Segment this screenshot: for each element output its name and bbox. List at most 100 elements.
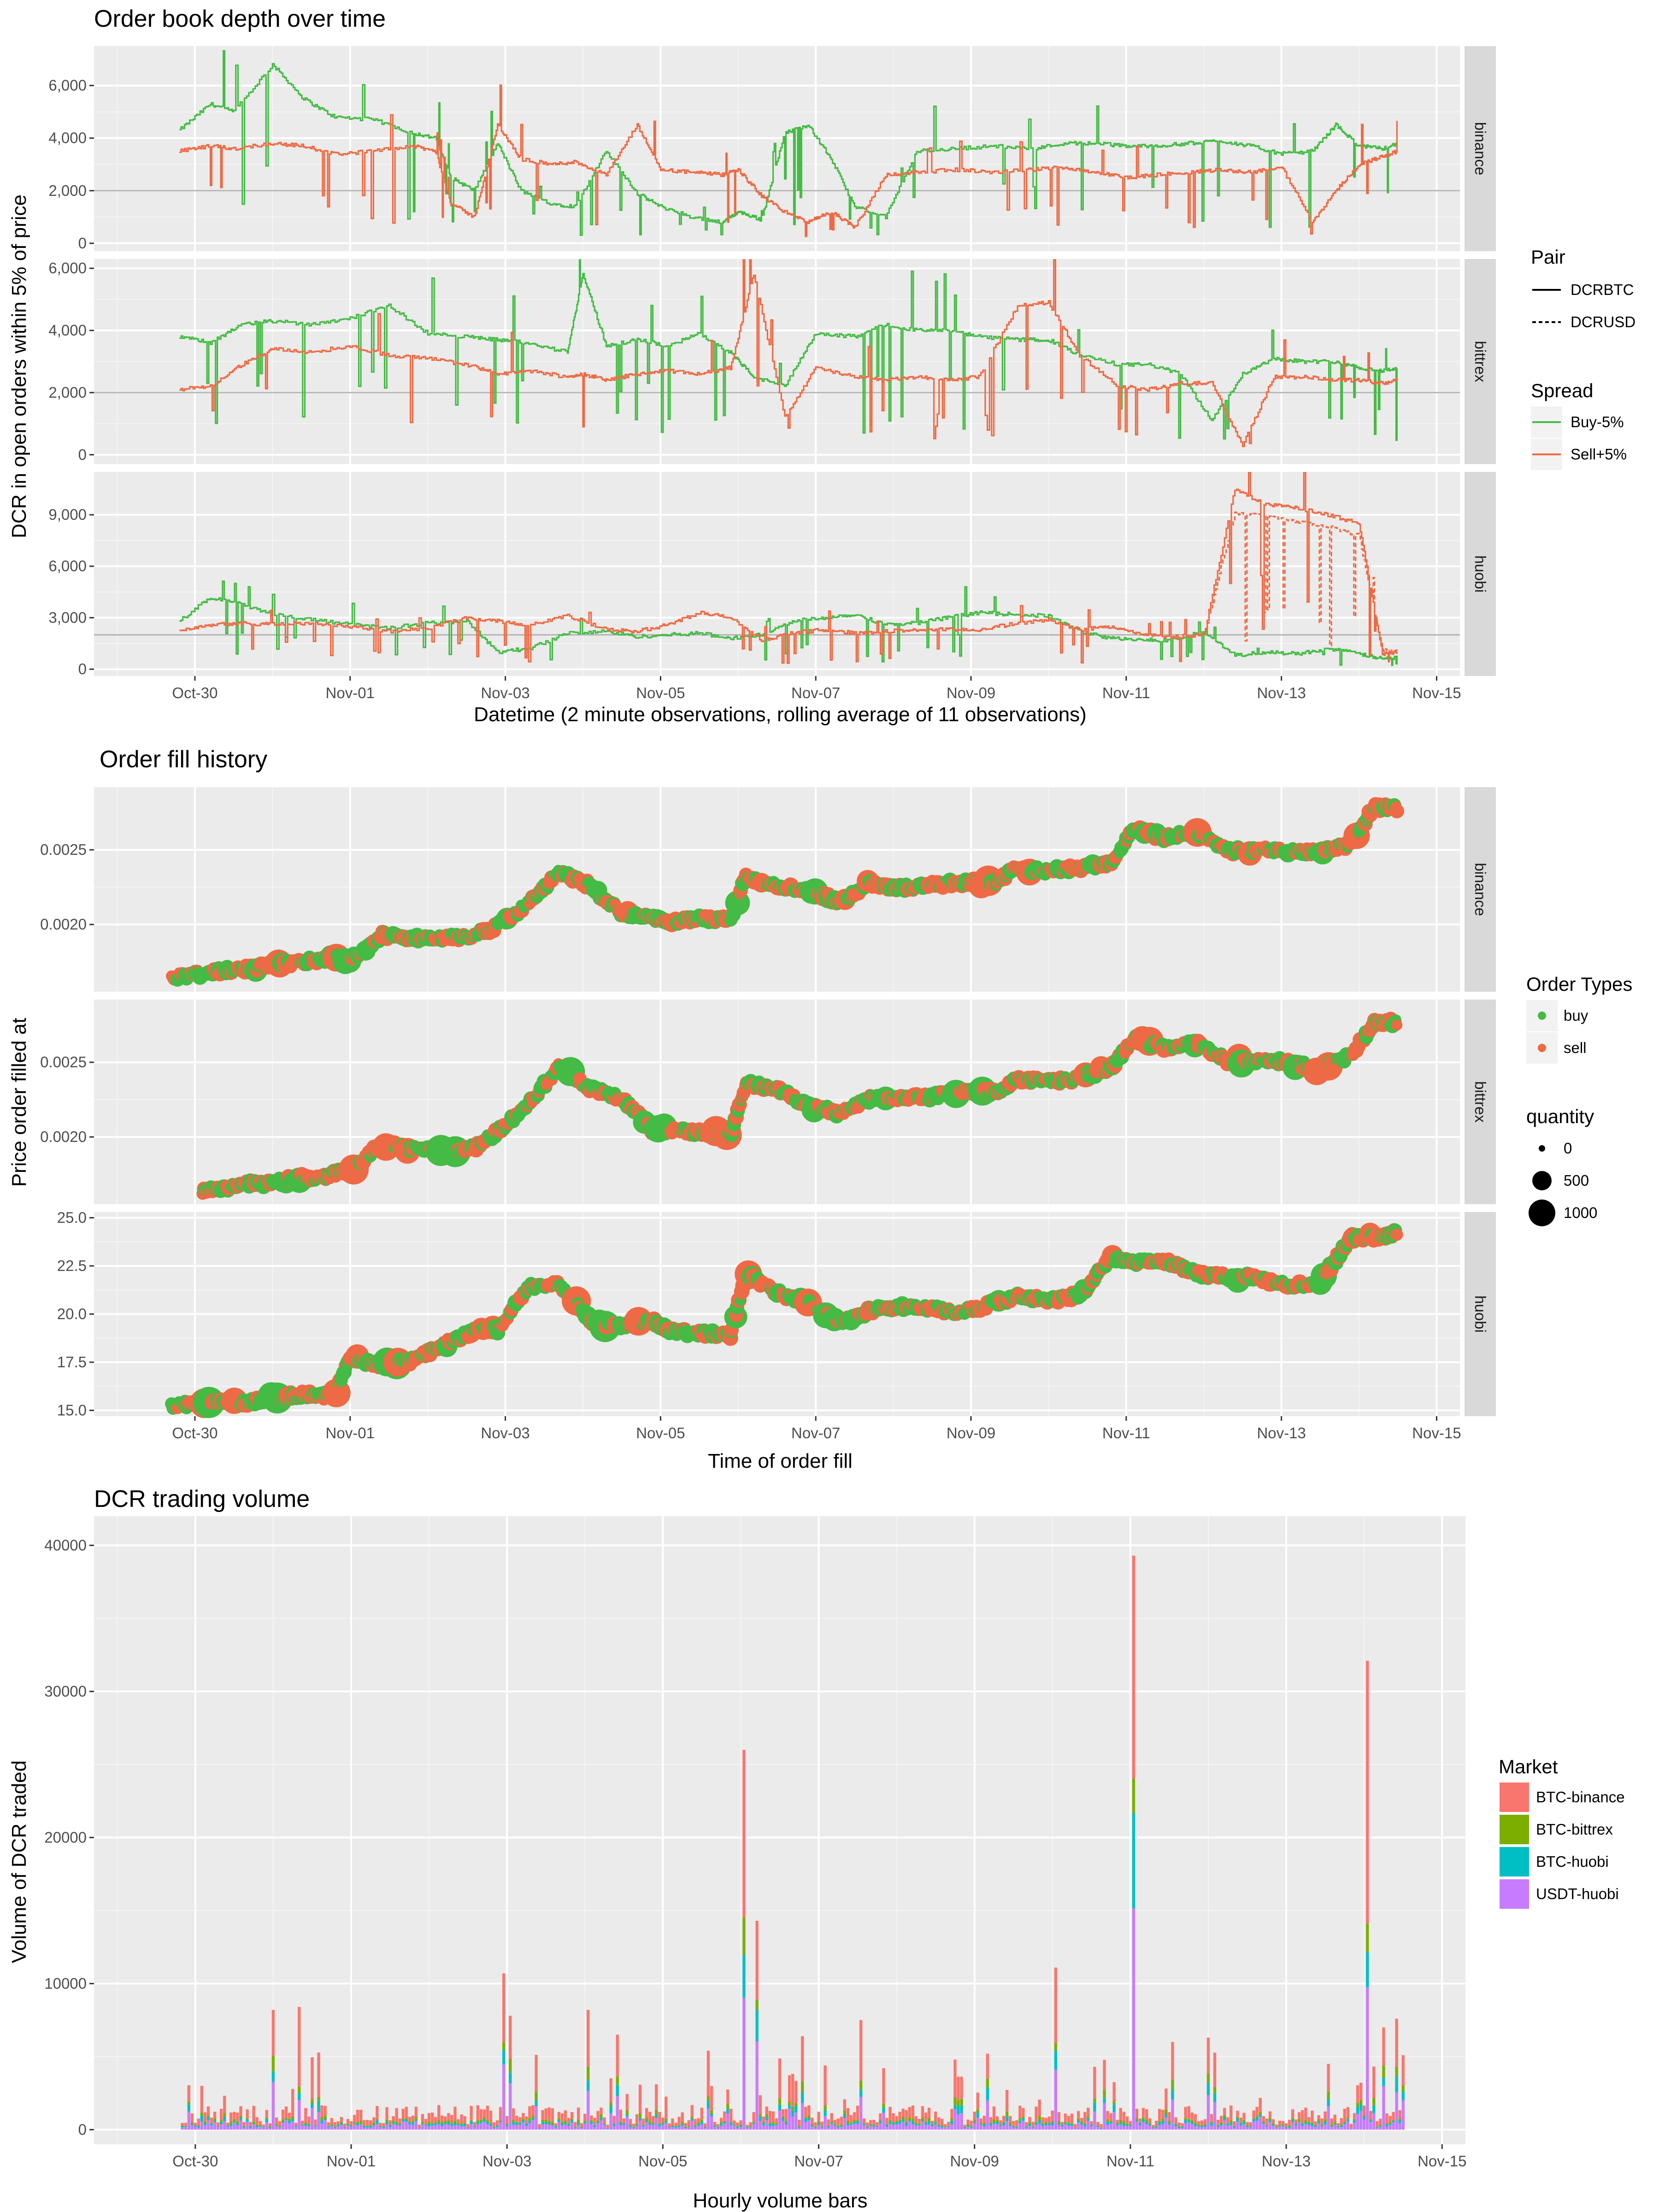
volume-bar-btc-huobi	[570, 2120, 574, 2123]
volume-bar-btc-huobi	[1200, 2126, 1204, 2127]
volume-bar-btc-huobi	[784, 2123, 788, 2125]
volume-bar-btc-huobi	[863, 2124, 866, 2125]
volume-bar-usdt-huobi	[846, 2125, 850, 2130]
volume-bar-btc-bittrex	[197, 2125, 200, 2126]
volume-bar-btc-bittrex	[1268, 2118, 1272, 2120]
volume-bar-btc-bittrex	[401, 2118, 405, 2120]
volume-bar-btc-binance	[632, 2124, 635, 2127]
volume-bar-btc-binance	[405, 2106, 408, 2118]
volume-bar-usdt-huobi	[1022, 2120, 1025, 2130]
volume-bar-btc-huobi	[905, 2124, 908, 2126]
volume-bar-btc-bittrex	[905, 2121, 908, 2124]
volume-bar-usdt-huobi	[833, 2126, 836, 2130]
volume-bar-usdt-huobi	[892, 2124, 895, 2130]
legend-key-btc-bittrex	[1500, 1815, 1529, 1844]
volume-bar-usdt-huobi	[944, 2127, 947, 2130]
volume-bar-btc-binance	[817, 2112, 820, 2122]
volume-bar-usdt-huobi	[668, 2127, 671, 2130]
volume-bar-btc-huobi	[690, 2118, 694, 2121]
volume-bar-usdt-huobi	[320, 2124, 324, 2130]
volume-bar-btc-bittrex	[853, 2120, 856, 2122]
volume-bar-btc-binance	[528, 2106, 531, 2118]
volume-bar-btc-binance	[294, 2123, 298, 2126]
volume-bar-btc-binance	[509, 2016, 512, 2059]
volume-bar-btc-huobi	[431, 2124, 434, 2126]
volume-bar-btc-bittrex	[970, 2126, 973, 2127]
volume-bar-usdt-huobi	[905, 2126, 908, 2130]
volume-bar-btc-huobi	[320, 2120, 324, 2124]
volume-bar-btc-huobi	[869, 2124, 872, 2126]
volume-bar-usdt-huobi	[616, 2096, 619, 2130]
legend-label-dcrbtc: DCRBTC	[1571, 281, 1634, 298]
volume-bar-usdt-huobi	[1291, 2122, 1294, 2130]
volume-bar-btc-binance	[301, 2120, 304, 2125]
volume-bar-btc-huobi	[1152, 2127, 1155, 2128]
volume-bar-btc-binance	[1106, 2111, 1109, 2119]
volume-bar-btc-binance	[1090, 2121, 1093, 2124]
volume-bar-btc-huobi	[538, 2128, 541, 2129]
volume-bar-btc-huobi	[229, 2124, 233, 2126]
volume-bar-btc-huobi	[388, 2125, 392, 2127]
volume-bar-usdt-huobi	[564, 2124, 567, 2130]
volume-bar-btc-bittrex	[317, 2097, 320, 2102]
volume-bar-btc-binance	[1100, 2124, 1103, 2128]
fills-binance-strip-label: binance	[1472, 863, 1489, 916]
volume-bar-usdt-huobi	[252, 2124, 255, 2130]
volume-bar-btc-bittrex	[427, 2122, 431, 2124]
legend-market: Market BTC-binance BTC-bittrex BTC-huobi…	[1499, 1756, 1625, 1909]
volume-bar-btc-huobi	[220, 2122, 223, 2124]
volume-bar-btc-bittrex	[1116, 2123, 1119, 2125]
volume-bar-usdt-huobi	[843, 2118, 847, 2130]
volume-bar-usdt-huobi	[447, 2124, 450, 2130]
volume-bar-btc-binance	[1015, 2120, 1018, 2127]
volume-bar-usdt-huobi	[947, 2127, 950, 2130]
fills-bittrex-points	[196, 1012, 1403, 1200]
volume-bar-usdt-huobi	[814, 2128, 817, 2130]
volume-bar-usdt-huobi	[1041, 2126, 1044, 2130]
volume-bar-btc-huobi	[665, 2121, 668, 2123]
volume-bar-usdt-huobi	[1194, 2126, 1197, 2130]
volume-bar-btc-bittrex	[1031, 2126, 1035, 2127]
volume-bar-usdt-huobi	[1077, 2122, 1080, 2130]
volume-bar-usdt-huobi	[908, 2121, 911, 2130]
volume-bar-btc-bittrex	[717, 2127, 720, 2128]
volume-bar-btc-huobi	[1246, 2126, 1249, 2127]
volume-bar-btc-binance	[768, 2111, 772, 2123]
legend-key-sell-point	[1538, 1044, 1546, 1052]
volume-bar-usdt-huobi	[1135, 2121, 1139, 2130]
volume-bar-btc-huobi	[1268, 2120, 1272, 2122]
volume-bar-btc-bittrex	[518, 2122, 522, 2124]
volume-bar-btc-bittrex	[1194, 2123, 1197, 2125]
volume-bar-btc-binance	[811, 2118, 814, 2124]
fills-xtick-label: Nov-07	[791, 1424, 840, 1441]
volume-bar-btc-binance	[587, 2010, 590, 2067]
volume-bar-btc-binance	[265, 2110, 268, 2118]
depth-xtick-label: Nov-13	[1257, 684, 1306, 701]
volume-bar-btc-binance	[431, 2112, 434, 2124]
volume-bar-btc-huobi	[765, 2116, 768, 2120]
volume-bar-btc-bittrex	[739, 2124, 742, 2126]
volume-bar-btc-binance	[531, 2105, 535, 2116]
volume-bar-btc-binance	[892, 2113, 895, 2123]
volume-bar-btc-huobi	[895, 2122, 898, 2124]
volume-bar-usdt-huobi	[811, 2126, 814, 2130]
volume-bar-btc-huobi	[486, 2122, 489, 2124]
volume-bar-usdt-huobi	[197, 2127, 200, 2130]
volume-bar-usdt-huobi	[986, 2100, 989, 2130]
volume-bar-btc-huobi	[233, 2121, 236, 2123]
volume-bar-btc-huobi	[401, 2119, 405, 2122]
volume-bar-usdt-huobi	[927, 2124, 931, 2130]
volume-bar-btc-huobi	[535, 2100, 538, 2106]
depth-bittrex-ytick-label: 0	[78, 446, 87, 463]
volume-bar-btc-binance	[233, 2112, 236, 2119]
volume-bar-btc-huobi	[1223, 2117, 1226, 2121]
volume-bar-usdt-huobi	[726, 2113, 729, 2130]
volume-bar-usdt-huobi	[817, 2125, 820, 2130]
volume-bar-usdt-huobi	[1018, 2123, 1022, 2130]
volume-bar-usdt-huobi	[249, 2128, 252, 2130]
volume-bar-btc-binance	[1145, 2109, 1148, 2120]
volume-bar-btc-huobi	[184, 2126, 187, 2128]
volume-bar-usdt-huobi	[1080, 2124, 1083, 2130]
volume-bar-usdt-huobi	[184, 2127, 187, 2130]
volume-bar-btc-binance	[840, 2117, 843, 2125]
